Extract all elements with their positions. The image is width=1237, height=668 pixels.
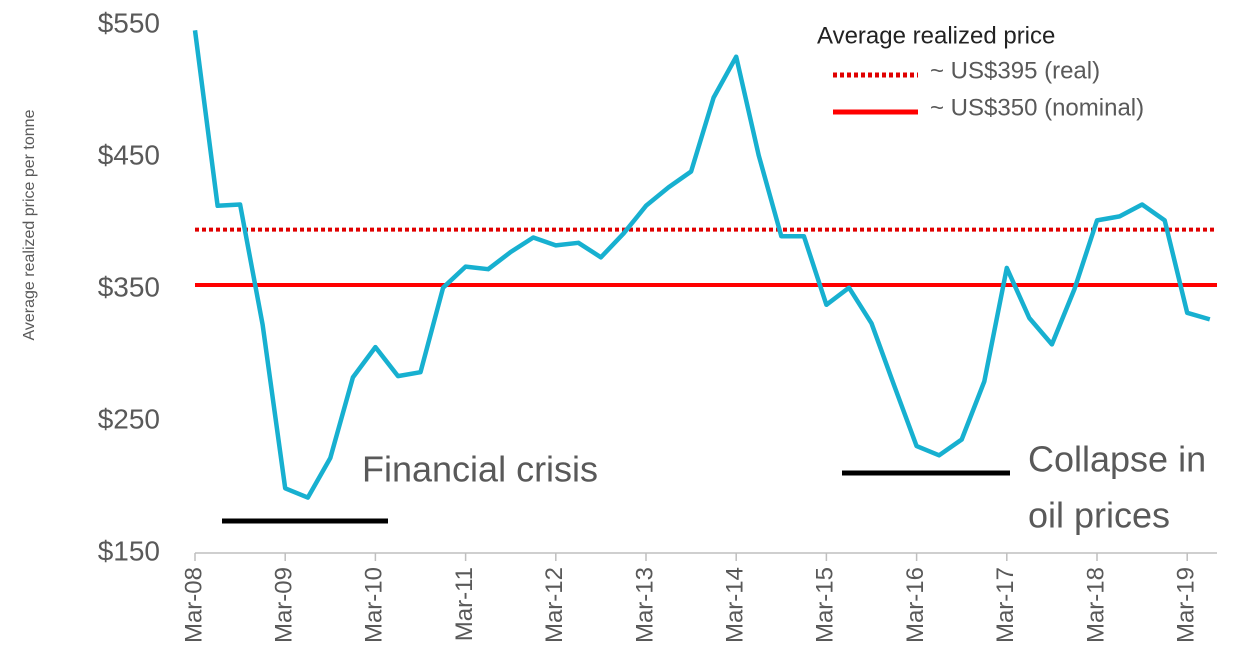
y-tick-label: $550 — [98, 7, 160, 38]
x-tick-label: Mar-08 — [180, 567, 207, 643]
y-tick-label: $250 — [98, 403, 160, 434]
annotation: oil prices — [1028, 495, 1170, 536]
x-tick-label: Mar-11 — [451, 567, 478, 641]
x-tick-label: Mar-17 — [992, 567, 1019, 643]
y-tick-label: $350 — [98, 271, 160, 302]
annotation: Financial crisis — [362, 449, 598, 490]
x-tick-label: Mar-19 — [1173, 567, 1200, 643]
x-tick-label: Mar-09 — [271, 567, 298, 643]
x-tick-label: Mar-12 — [541, 567, 568, 643]
x-tick-label: Mar-15 — [812, 567, 839, 643]
y-axis-label: Average realized price per tonne — [21, 109, 38, 340]
legend-label: ~ US$350 (nominal) — [930, 94, 1144, 121]
x-tick-label: Mar-14 — [722, 567, 749, 643]
x-tick-label: Mar-10 — [361, 567, 388, 643]
y-tick-label: $450 — [98, 139, 160, 170]
price-line — [192, 30, 1211, 500]
annotation: Collapse in — [1028, 439, 1206, 480]
legend-label: ~ US$395 (real) — [930, 57, 1100, 84]
legend-title: Average realized price — [817, 22, 1055, 49]
y-tick-label: $150 — [98, 535, 160, 566]
x-tick-label: Mar-18 — [1082, 567, 1109, 643]
x-tick-label: Mar-13 — [631, 567, 658, 643]
x-tick-label: Mar-16 — [902, 567, 929, 643]
